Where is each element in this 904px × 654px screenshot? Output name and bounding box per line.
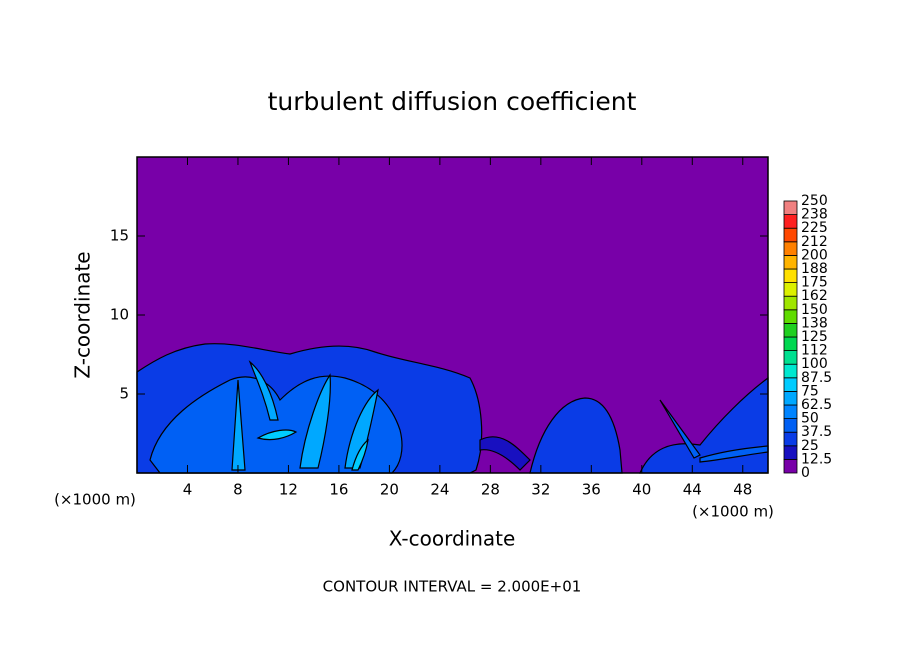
x-tick-label: 12 — [279, 481, 298, 499]
field-region — [231, 360, 379, 471]
colorbar-label: 250 — [801, 193, 828, 209]
colorbar-band — [783, 268, 798, 284]
colorbar-label: 0 — [801, 465, 810, 481]
colorbar-band — [783, 390, 798, 406]
x-tick-label: 16 — [329, 481, 348, 499]
colorbar-label: 87.5 — [801, 370, 832, 386]
colorbar-band — [783, 418, 798, 433]
colorbar-label: 200 — [801, 247, 828, 263]
colorbar-band — [783, 445, 798, 460]
colorbar-label: 238 — [801, 207, 828, 223]
y-axis-title: Z-coordinate — [71, 251, 95, 378]
field-region — [479, 436, 531, 471]
x-tick-label: 4 — [183, 481, 193, 499]
colorbar-band — [783, 431, 798, 447]
y-tick-label: 15 — [110, 227, 129, 245]
colorbar-label: 188 — [801, 261, 828, 277]
colorbar-band — [783, 254, 798, 270]
colorbar-band — [783, 295, 798, 311]
x-tick-label: 24 — [430, 481, 449, 499]
contour-interval: CONTOUR INTERVAL = 2.000E+01 — [323, 578, 582, 596]
x-axis-title: X-coordinate — [389, 527, 516, 551]
colorbar-label: 75 — [801, 383, 819, 399]
x-tick-label: 28 — [481, 481, 500, 499]
y-tick-label: 5 — [119, 385, 129, 403]
colorbar-label: 175 — [801, 275, 828, 291]
colorbar-label: 162 — [801, 288, 828, 304]
colorbar-label: 138 — [801, 315, 828, 331]
plot-area — [136, 156, 769, 474]
colorbar-label: 125 — [801, 329, 828, 345]
x-tick-label: 32 — [531, 481, 550, 499]
x-tick-label: 36 — [582, 481, 601, 499]
colorbar-band — [783, 322, 798, 338]
field-region — [639, 376, 769, 474]
colorbar-label: 225 — [801, 220, 828, 236]
colorbar-band — [783, 377, 798, 392]
colorbar-label: 25 — [801, 438, 819, 454]
colorbar-band — [783, 336, 798, 352]
colorbar-band — [783, 404, 798, 420]
field-region — [529, 397, 623, 474]
x-tick-label: 44 — [683, 481, 702, 499]
colorbar-label: 100 — [801, 356, 828, 372]
colorbar-band — [783, 363, 798, 379]
x-tick-label: 40 — [632, 481, 651, 499]
x-tick-label: 48 — [733, 481, 752, 499]
chart-title: turbulent diffusion coefficient — [268, 87, 637, 116]
colorbar-band — [783, 200, 798, 216]
colorbar-label: 150 — [801, 302, 828, 318]
y-tick-label: 10 — [110, 306, 129, 324]
colorbar-band — [783, 458, 798, 474]
colorbar-label: 62.5 — [801, 397, 832, 413]
colorbar-band — [783, 350, 798, 365]
colorbar-label: 112 — [801, 343, 828, 359]
colorbar-band — [783, 227, 798, 243]
colorbar-label: 212 — [801, 234, 828, 250]
x-tick-label: 20 — [380, 481, 399, 499]
colorbar-band — [783, 309, 798, 324]
field-region — [256, 429, 369, 471]
colorbar-label: 12.5 — [801, 451, 832, 467]
colorbar-label: 37.5 — [801, 424, 832, 440]
x-unit: (×1000 m) — [692, 503, 774, 521]
colorbar-band — [783, 241, 798, 256]
colorbar-band — [783, 214, 798, 229]
x-tick-label: 8 — [233, 481, 243, 499]
field-region — [149, 375, 403, 474]
colorbar-band — [783, 282, 798, 297]
x-unit: (×1000 m) — [54, 491, 136, 509]
colorbar-label: 50 — [801, 411, 819, 427]
